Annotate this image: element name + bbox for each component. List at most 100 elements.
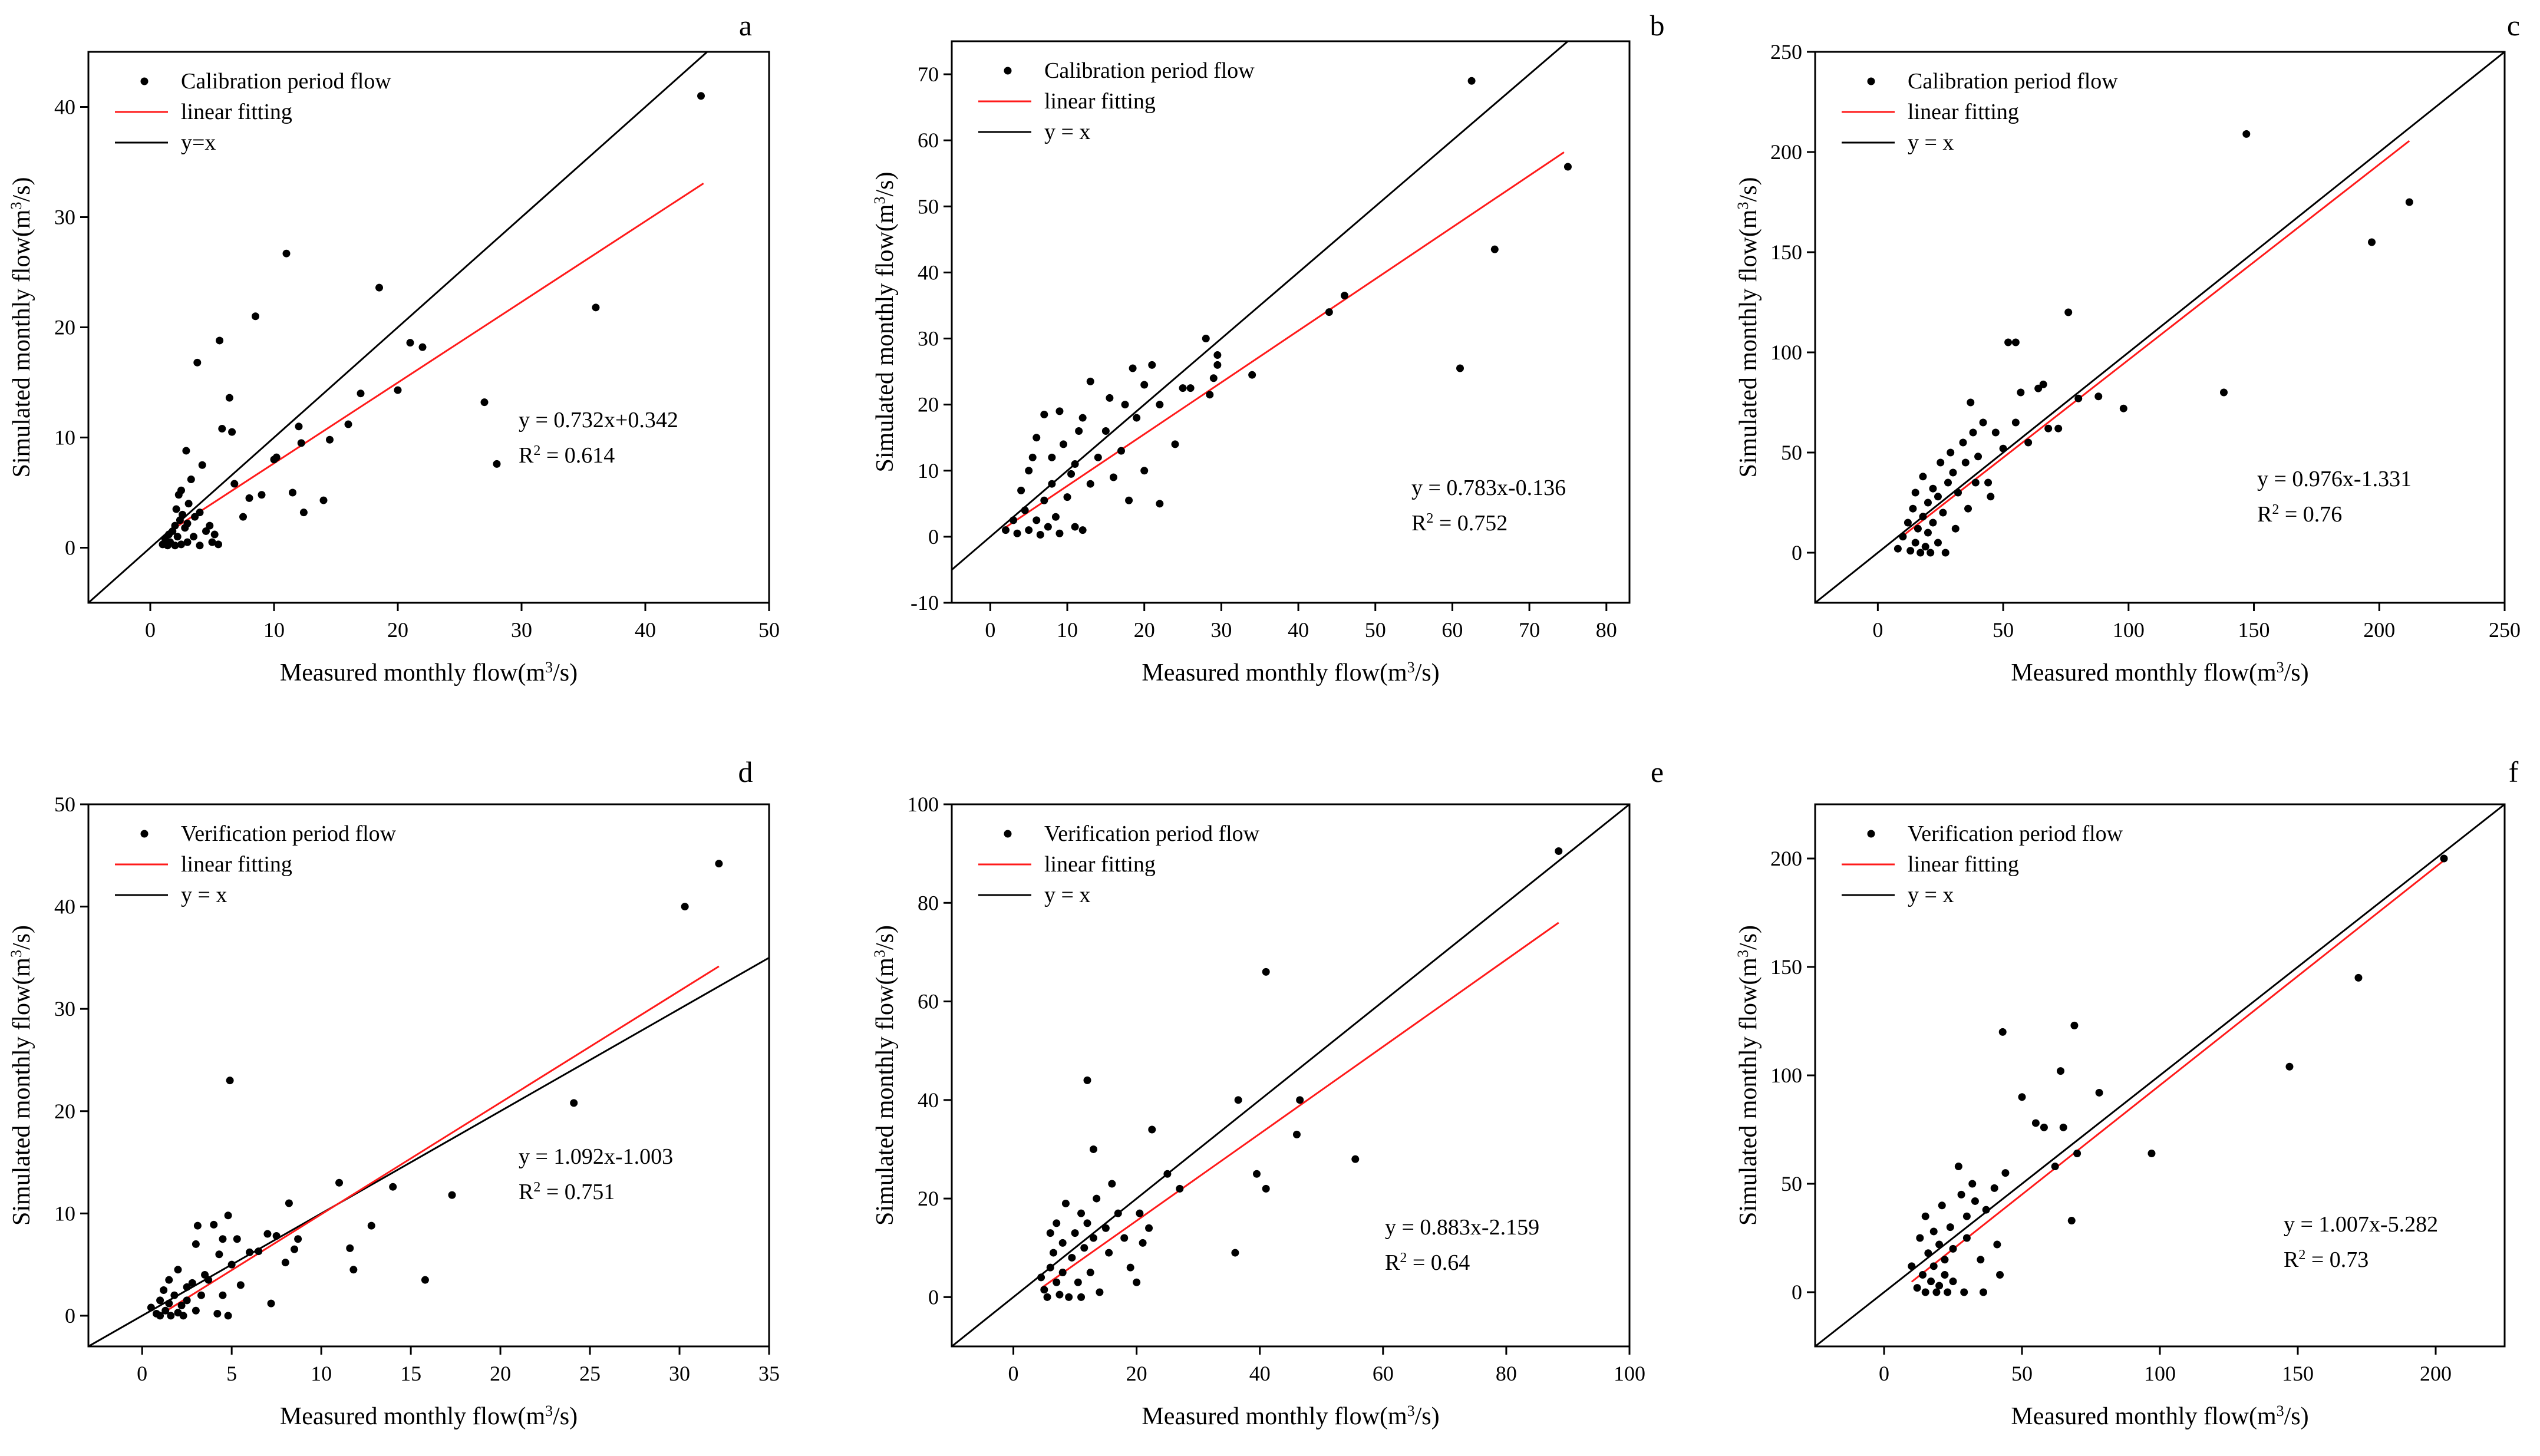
data-point — [570, 1099, 578, 1107]
data-point — [252, 312, 259, 321]
data-point — [346, 1244, 354, 1252]
data-point — [206, 521, 214, 530]
data-point — [197, 1291, 205, 1299]
chart-panel-d: 0 5 10 15 20 25 30 35 0 10 20 30 40 50 Measured monthl… — [8, 755, 780, 1430]
data-point — [1456, 364, 1464, 372]
x-tick-label: 5 — [226, 1362, 237, 1385]
data-point — [2285, 1062, 2294, 1071]
identity-line — [88, 957, 769, 1346]
data-point — [218, 425, 226, 433]
data-point — [1908, 1262, 1916, 1270]
plot-frame — [1814, 51, 2506, 604]
y-tick-label: 40 — [54, 95, 75, 119]
x-tick-label: 50 — [1365, 618, 1386, 642]
fit-line — [1004, 151, 1565, 529]
data-point — [156, 1312, 164, 1320]
data-point — [1913, 1284, 1921, 1292]
y-tick-label: 0 — [65, 536, 75, 560]
data-point — [1937, 458, 1945, 467]
identity-line — [88, 52, 708, 603]
data-point — [171, 542, 179, 550]
data-point — [326, 435, 334, 444]
data-point — [1186, 384, 1195, 392]
data-point — [272, 1232, 281, 1240]
data-point — [228, 428, 236, 436]
x-tick-label: 250 — [2489, 618, 2521, 642]
data-point — [183, 519, 192, 527]
data-point — [1991, 428, 2000, 437]
data-point — [1086, 480, 1094, 488]
data-point — [193, 1221, 202, 1230]
data-point — [1106, 394, 1114, 402]
data-point — [1919, 473, 1927, 481]
data-point — [1911, 488, 1919, 497]
x-tick-label: 150 — [2238, 618, 2270, 642]
data-point — [1916, 549, 1925, 557]
panel-label: b — [1650, 9, 1665, 42]
data-point — [2074, 394, 2083, 402]
data-point — [1944, 1288, 1952, 1296]
data-point — [1949, 1244, 1957, 1253]
fit-equation: y = 1.092x-1.003 — [519, 1144, 673, 1169]
data-point — [1033, 516, 1041, 524]
data-point — [1044, 523, 1052, 531]
data-point — [1017, 486, 1025, 494]
x-tick-label: 0 — [1879, 1362, 1889, 1385]
data-point — [1941, 1256, 1949, 1264]
data-point — [1179, 384, 1187, 392]
legend-scatter-label: Calibration period flow — [181, 69, 391, 94]
data-point — [1077, 1293, 1086, 1301]
data-point — [2040, 1123, 2048, 1131]
data-point — [1139, 1239, 1147, 1247]
data-point — [1932, 1288, 1941, 1296]
data-point — [1954, 1163, 1962, 1171]
data-point — [147, 1303, 155, 1312]
data-point — [2024, 438, 2033, 447]
data-point — [1120, 1234, 1129, 1242]
data-point — [183, 1296, 191, 1305]
data-point — [167, 1312, 175, 1320]
x-tick-label: 50 — [758, 618, 780, 642]
data-point — [1089, 1234, 1097, 1242]
x-tick-label: 80 — [1596, 618, 1617, 642]
x-tick-label: 20 — [1134, 618, 1155, 642]
x-tick-label: 0 — [985, 618, 995, 642]
data-point — [1213, 361, 1222, 369]
data-point — [1292, 1130, 1301, 1138]
x-tick-label: 150 — [2282, 1362, 2314, 1385]
data-point — [1053, 1278, 1061, 1286]
y-tick-label: 50 — [918, 194, 939, 218]
data-point — [1894, 544, 1902, 553]
y-tick-label: 10 — [54, 426, 75, 450]
data-point — [2073, 1149, 2082, 1157]
data-point — [2018, 1093, 2026, 1101]
chart-panel-c: 0 50 100 150 200 250 0 50 100 150 200 250 Measured m… — [1734, 9, 2521, 686]
data-point — [192, 1240, 200, 1248]
legend-fit-label: linear fitting — [181, 100, 292, 124]
data-point — [1919, 513, 1927, 521]
data-point — [681, 903, 689, 911]
data-point — [1949, 468, 1957, 477]
x-tick-label: 20 — [1126, 1362, 1147, 1385]
data-point — [1061, 1199, 1070, 1207]
data-point — [1296, 1096, 1304, 1104]
x-tick-label: 100 — [2113, 618, 2145, 642]
data-point — [1055, 529, 1064, 537]
legend-scatter-marker — [140, 77, 149, 85]
data-point — [1058, 1239, 1067, 1247]
x-tick-label: 20 — [490, 1362, 511, 1385]
y-axis-label: Simulated monthly flow(m3/s) — [8, 177, 36, 478]
data-point — [1924, 1249, 1932, 1257]
x-tick-label: 40 — [635, 618, 656, 642]
data-point — [299, 509, 308, 517]
data-point — [156, 1296, 164, 1305]
data-point — [1148, 361, 1156, 369]
data-point — [216, 336, 224, 345]
data-point — [1067, 470, 1076, 478]
data-point — [230, 480, 239, 488]
data-point — [697, 92, 705, 100]
data-point — [1977, 1256, 1985, 1264]
fit-equation: y = 0.976x-1.331 — [2257, 467, 2412, 491]
x-tick-label: 0 — [1872, 618, 1883, 642]
